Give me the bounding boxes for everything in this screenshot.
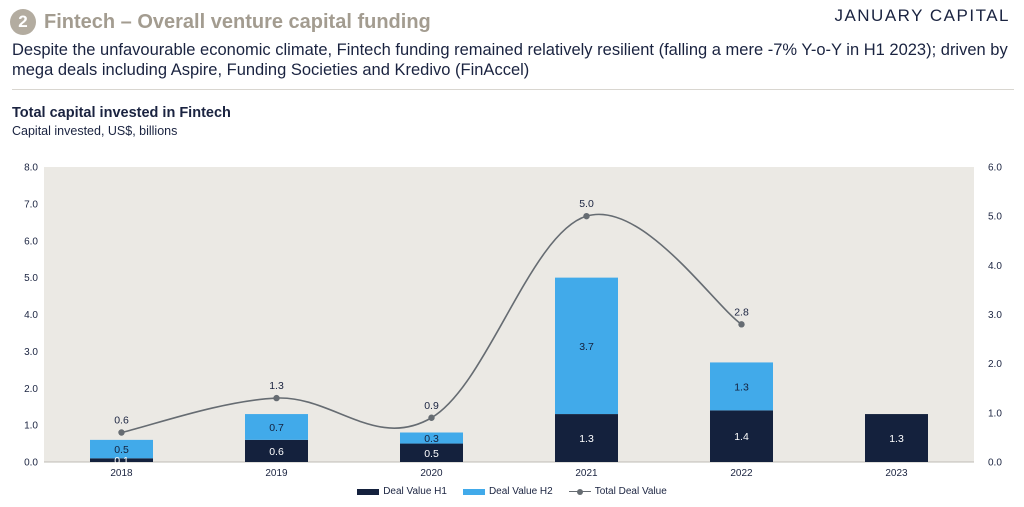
legend-swatch-h2: [462, 488, 485, 495]
y-left-tick-label: 1.0: [24, 421, 38, 432]
legend-label-total: Total Deal Value: [594, 486, 667, 497]
data-label-total: 5.0: [579, 198, 594, 210]
divider: [12, 89, 1014, 90]
bar-h2: [90, 439, 153, 459]
chart-title: Total capital invested in Fintech: [12, 105, 231, 121]
y-right-tick-label: 1.0: [988, 408, 1002, 419]
y-left-tick-label: 6.0: [24, 236, 38, 247]
y-right-tick-label: 4.0: [988, 261, 1002, 272]
y-left-tick-label: 2.0: [24, 384, 38, 395]
total-point: [118, 429, 125, 436]
bar-h2: [555, 277, 618, 415]
legend-item-h1: Deal Value H1: [357, 486, 447, 497]
bar-h1: [865, 414, 928, 462]
x-tick-label: 2022: [730, 468, 753, 479]
total-point: [428, 414, 435, 421]
legend-label-h1: Deal Value H1: [383, 486, 447, 497]
y-left-tick-label: 0.0: [24, 458, 38, 469]
x-tick-label: 2020: [420, 468, 443, 479]
data-label-total: 0.9: [424, 400, 439, 412]
x-tick-label: 2018: [110, 468, 133, 479]
total-point: [583, 212, 590, 220]
y-right-tick-label: 6.0: [988, 163, 1002, 174]
bar-h2: [710, 362, 773, 411]
data-label-h2: 0.5: [114, 444, 129, 456]
total-point: [738, 321, 745, 328]
plot-background: [44, 167, 974, 462]
data-label-h1: 1.3: [889, 433, 904, 445]
brand-logo: JANUARY CAPITAL: [834, 6, 1010, 25]
y-left-tick-label: 5.0: [24, 273, 38, 284]
data-label-h1: 0.5: [424, 448, 439, 460]
data-label-total: 2.8: [734, 306, 749, 318]
data-label-h2: 3.7: [579, 341, 594, 353]
total-point: [273, 394, 280, 402]
slide-header: 2 Fintech – Overall venture capital fund…: [10, 6, 431, 38]
bar-h2: [400, 432, 463, 444]
legend-swatch-total: [568, 488, 591, 495]
bar-h1: [90, 458, 153, 462]
x-tick-label: 2019: [265, 468, 288, 479]
legend-item-h2: Deal Value H2: [462, 486, 553, 497]
data-label-h2: 0.3: [424, 433, 439, 445]
data-label-total: 1.3: [269, 380, 284, 392]
bar-h2: [245, 414, 308, 440]
data-label-h2: 1.3: [734, 381, 749, 393]
data-label-h1: 1.3: [579, 433, 594, 445]
y-left-tick-label: 3.0: [24, 347, 38, 358]
y-right-tick-label: 0.0: [988, 458, 1002, 469]
data-label-h1: 1.4: [734, 431, 749, 443]
x-tick-label: 2023: [885, 468, 908, 479]
x-tick-label: 2021: [575, 468, 598, 479]
y-right-tick-label: 2.0: [988, 359, 1002, 370]
bar-h1: [245, 439, 308, 462]
slide-title: Fintech – Overall venture capital fundin…: [44, 10, 431, 33]
y-left-tick-label: 8.0: [24, 163, 38, 174]
bar-h1: [555, 414, 618, 462]
slide-subtitle: Despite the unfavourable economic climat…: [12, 41, 1008, 79]
data-label-h1: 0.1: [114, 455, 129, 467]
section-number-badge: 2: [10, 9, 36, 35]
data-label-h2: 0.7: [269, 422, 284, 434]
data-label-total: 0.6: [114, 415, 129, 427]
bar-h1: [710, 410, 773, 462]
bar-h1: [400, 443, 463, 462]
y-left-tick-label: 7.0: [24, 199, 38, 210]
data-label-h1: 0.6: [269, 446, 284, 458]
total-line: [121, 213, 742, 434]
y-right-tick-label: 5.0: [988, 212, 1002, 223]
legend-label-h2: Deal Value H2: [488, 486, 553, 497]
legend-swatch-h1: [357, 488, 380, 495]
y-left-tick-label: 4.0: [24, 310, 38, 321]
chart-subtitle: Capital invested, US$, billions: [12, 124, 178, 138]
y-right-tick-label: 3.0: [988, 310, 1002, 321]
legend-item-total: Total Deal Value: [568, 486, 667, 497]
chart-legend: Deal Value H1 Deal Value H2 Total Deal V…: [0, 486, 1024, 497]
